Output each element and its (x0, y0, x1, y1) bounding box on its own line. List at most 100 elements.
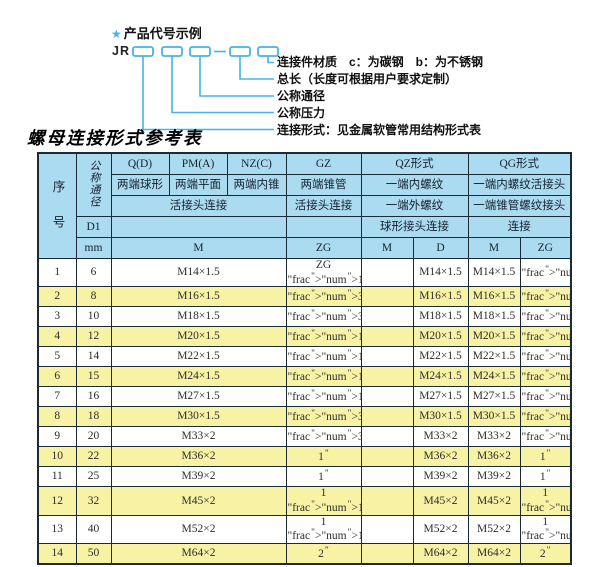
table-cell: 50 (75, 542, 112, 565)
table-cell: 14 (37, 542, 77, 565)
table-cell (360, 514, 414, 544)
table-cell: M30×1.5 (110, 406, 287, 428)
table-cell: "frac">"num">1"den">2" (519, 366, 572, 388)
code-box (189, 46, 211, 57)
header-conn: 连接 (467, 216, 572, 238)
header-mm: mm (75, 237, 112, 259)
table-row: 412M20×1.5"frac">"num">1"den">2"M20×1.5M… (37, 326, 572, 348)
table-cell: "frac">"num">3"den">8" (285, 286, 362, 308)
header-seq: 序号 (37, 152, 77, 259)
table-cell: "frac">"num">1"den">4" (519, 257, 572, 288)
connector-line (142, 56, 274, 131)
table-cell: 11 (37, 466, 77, 488)
table-row: 10 22 M36×2 1" M36×2 M36×2 1" (37, 446, 572, 468)
table-cell: M27×1.5 (412, 386, 469, 408)
table-row: 310M18×1.5"frac">"num">3"den">8"M18×1.5M… (37, 306, 572, 328)
table-cell: "frac">"num">3"den">4" (285, 406, 362, 428)
header-unit-m: M (110, 237, 287, 259)
diagram-label-pressure: 公称压力 (277, 105, 326, 120)
header-d1: D1 (75, 216, 112, 238)
diagram-label-length: 总长（长度可根据用户要求定制） (277, 72, 458, 86)
table-row: 920M33×2"frac">"num">3"den">4"M33×2M33×2… (37, 426, 572, 448)
table-cell: M16×1.5 (110, 286, 287, 308)
table-cell: M36×2 (412, 446, 469, 468)
table-cell: 25 (75, 466, 112, 488)
header-conn-union: 活接头连接 (110, 195, 287, 217)
table-cell (360, 386, 414, 408)
table-cell: 16 (75, 386, 112, 408)
header-form-pma: PM(A) (168, 152, 228, 175)
table-cell: "frac">"num">1"den">2" (519, 326, 572, 348)
diagram-label-connection: 连接形式：见金属软管常用结构形式表 (277, 122, 482, 137)
table-cell: 8 (37, 406, 77, 428)
code-box (161, 46, 183, 57)
table-cell: "frac">"num">1"den">2" (285, 346, 362, 368)
header-ball-joint-conn: 球形接头连接 (360, 216, 469, 238)
header-desc-qz: 一端内螺纹 (360, 174, 469, 196)
table-cell: M36×2 (467, 446, 521, 468)
table-row: 14 50 M64×2 2" M64×2 M64×2 2" (37, 542, 572, 565)
nut-connection-reference-table: 序号 公称通径 Q(D) PM(A) NZ(C) GZ QZ形式 QG形式 两端… (37, 152, 572, 565)
table-cell: M27×1.5 (110, 386, 287, 408)
table-cell (360, 542, 414, 565)
table-row: 615M24×1.5"frac">"num">1"den">2"M24×1.5M… (37, 366, 572, 388)
table-row: 716M27×1.5"frac">"num">1"den">2"M27×1.5M… (37, 386, 572, 408)
table-cell (360, 346, 414, 368)
table-cell: "frac">"num">1"den">2" (285, 366, 362, 388)
table-cell: 8 (75, 286, 112, 308)
table-cell (360, 286, 414, 308)
star-icon: ★ (111, 27, 122, 41)
header-desc-nzc: 两端内锥 (226, 174, 287, 196)
table-row: 818M30×1.5"frac">"num">3"den">4"M30×1.5M… (37, 406, 572, 428)
table-cell: M20×1.5 (110, 326, 287, 348)
table-header: 序号 公称通径 Q(D) PM(A) NZ(C) GZ QZ形式 QG形式 两端… (37, 152, 572, 259)
product-code-diagram: ★ 产品代号示例 JR 连接件材质 c：为碳钢 b：为不锈钢 总长（长度可根据用户… (0, 0, 600, 150)
product-code-prefix: JR (112, 44, 130, 58)
table-cell: M30×1.5 (412, 406, 469, 428)
table-cell: 32 (75, 486, 112, 516)
table-cell: M52×2 (110, 514, 287, 544)
table-cell: 12 (75, 326, 112, 348)
table-cell: "frac">"num">1"den">2" (285, 386, 362, 408)
table-cell (360, 326, 414, 348)
diagram-label-material: 连接件材质 c：为碳钢 b：为不锈钢 (277, 55, 484, 69)
table-cell: M24×1.5 (412, 366, 469, 388)
header-desc-pma: 两端平面 (168, 174, 228, 196)
table-cell: 9 (37, 426, 77, 448)
table-cell: M33×2 (110, 426, 287, 448)
table-row: 28M16×1.5"frac">"num">3"den">8"M16×1.5M1… (37, 286, 572, 308)
table-cell: M30×1.5 (467, 406, 521, 428)
header-unit-qg-zg: ZG (519, 237, 572, 259)
table-cell: "frac">"num">1"den">2" (519, 386, 572, 408)
header-unit-qg-m: M (467, 237, 521, 259)
table-cell: M14×1.5 (412, 257, 469, 288)
table-cell: "frac">"num">1"den">2" (519, 346, 572, 368)
table-cell: 22 (75, 446, 112, 468)
header-conn-taper: 一端锥管螺纹接头 (467, 195, 572, 217)
table-cell: M45×2 (110, 486, 287, 516)
code-box (257, 46, 279, 57)
connector-line (239, 56, 274, 80)
connector-line (267, 56, 274, 64)
table-cell: M22×1.5 (467, 346, 521, 368)
table-cell (360, 426, 414, 448)
table-title: 螺母连接形式参考表 (27, 128, 203, 148)
table-cell: 1" (285, 466, 362, 488)
table-cell: M52×2 (412, 514, 469, 544)
table-row: 514M22×1.5"frac">"num">1"den">2"M22×1.5M… (37, 346, 572, 368)
table-cell: M20×1.5 (412, 326, 469, 348)
diagram-label-diameter: 公称通径 (277, 89, 326, 103)
table-cell: 7 (37, 386, 77, 408)
table-cell: 1" (285, 446, 362, 468)
table-cell: M36×2 (110, 446, 287, 468)
table-cell (360, 486, 414, 516)
table-cell: "frac">"num">3"den">8" (519, 306, 572, 328)
table-cell: 3 (37, 306, 77, 328)
header-unit-qz-m: M (360, 237, 414, 259)
table-cell: "frac">"num">3"den">8" (285, 306, 362, 328)
header-desc-qg: 一端内螺纹活接头 (467, 174, 572, 196)
table-cell: 1 "frac">"num">1"den">4" (519, 486, 572, 516)
table-cell: M45×2 (467, 486, 521, 516)
table-cell: 1 (37, 257, 77, 288)
